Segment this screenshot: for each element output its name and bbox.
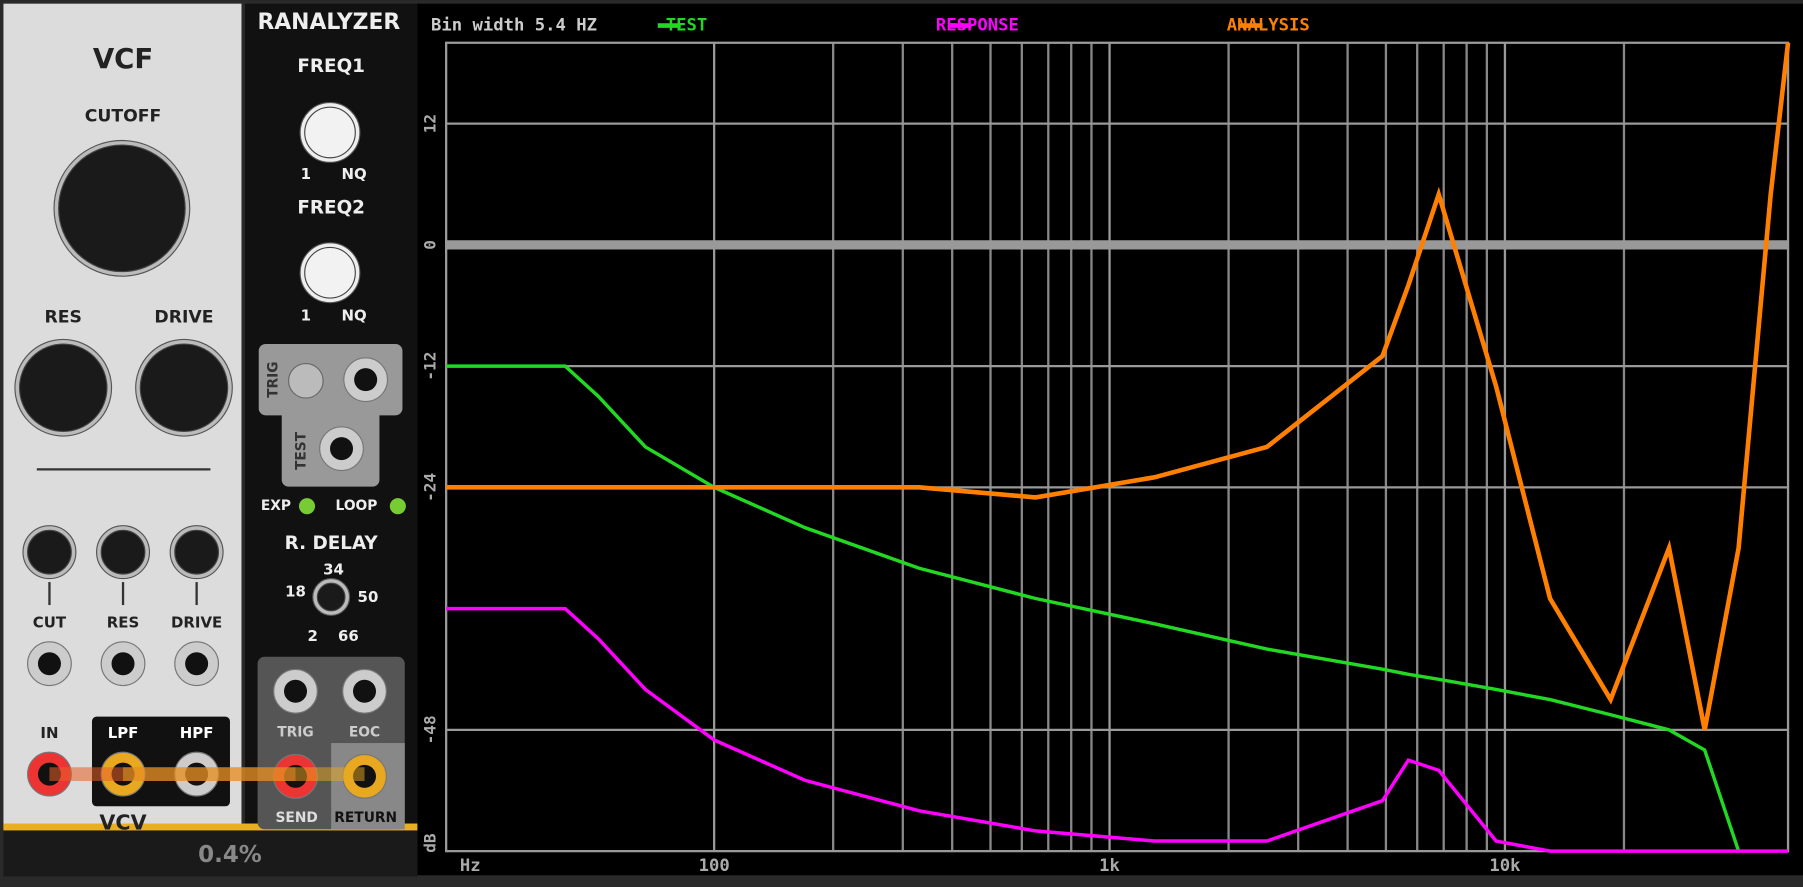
knob [27, 529, 72, 575]
label: 1 [301, 165, 311, 183]
jack-hole [284, 679, 308, 703]
jack-hole [330, 437, 354, 461]
label: TEST [666, 16, 708, 36]
knob [316, 582, 346, 612]
knob [139, 343, 229, 433]
series-line [446, 606, 1789, 853]
label: TEST [293, 431, 309, 470]
label: LOOP [336, 498, 378, 514]
status-bar [3, 830, 418, 877]
label: 50 [358, 588, 379, 606]
series-line [446, 364, 1741, 852]
jack-hole [111, 652, 135, 676]
label: TRIG [266, 361, 282, 397]
label: SEND [276, 810, 318, 826]
knob [304, 246, 356, 299]
label: EXP [261, 498, 291, 514]
plot-frame [445, 41, 1790, 853]
label: EOC [349, 725, 380, 741]
knob [58, 144, 186, 273]
knob [18, 343, 108, 433]
label: -48 [421, 715, 440, 744]
label: DRIVE [171, 613, 222, 631]
label: NQ [342, 165, 367, 183]
label: 1 [301, 306, 311, 324]
label: Bin width 5.4 HZ [431, 16, 597, 36]
knob [100, 529, 146, 575]
label: dB [421, 833, 440, 853]
label: VCV [99, 811, 146, 835]
label: 34 [323, 561, 344, 579]
label: 66 [338, 627, 359, 645]
label: VCF [93, 42, 153, 75]
label: 0 [421, 240, 440, 250]
knob [174, 529, 220, 575]
led [389, 498, 406, 515]
label: 1k [1099, 856, 1120, 876]
jack-hole [353, 679, 377, 703]
label: RANALYZER [257, 10, 400, 35]
label: RESPONSE [936, 16, 1019, 36]
label: -24 [421, 473, 440, 502]
label: NQ [342, 306, 367, 324]
label: 18 [285, 582, 306, 600]
label: IN [40, 724, 58, 742]
label: RETURN [334, 810, 397, 826]
label: ANALYSIS [1227, 16, 1310, 36]
label: FREQ2 [297, 197, 365, 218]
label: FREQ1 [297, 56, 365, 77]
rail [3, 823, 418, 831]
label: LPF [108, 724, 139, 742]
label: Hz [460, 856, 481, 876]
label: HPF [180, 724, 214, 742]
label: 0.4% [198, 842, 262, 868]
label: RES [45, 308, 82, 328]
label: -12 [421, 352, 440, 381]
label: 2 [308, 627, 318, 645]
series-line [446, 42, 1791, 731]
label: 10k [1489, 856, 1521, 876]
label: CUT [33, 613, 67, 631]
label: RES [107, 613, 139, 631]
button [288, 363, 324, 399]
led [298, 498, 316, 515]
knob [304, 106, 356, 159]
label: TRIG [277, 725, 313, 741]
jack-hole [354, 368, 378, 392]
jack-hole [37, 652, 61, 676]
label: DRIVE [154, 308, 213, 328]
jack-hole [185, 652, 209, 676]
label: 12 [421, 114, 440, 133]
label: 100 [699, 856, 730, 876]
label: CUTOFF [85, 106, 162, 126]
label: R. DELAY [285, 533, 379, 554]
